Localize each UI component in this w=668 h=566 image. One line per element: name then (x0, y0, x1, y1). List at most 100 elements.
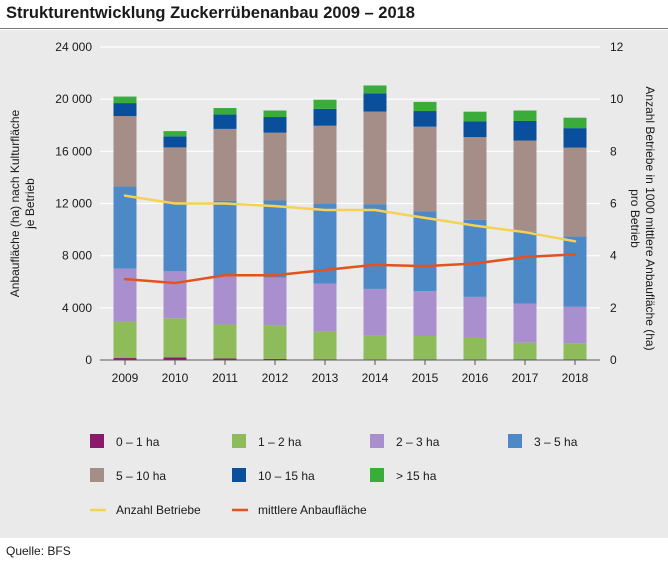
y-left-tick-label: 4 000 (62, 301, 92, 315)
y-left-tick-label: 24 000 (55, 40, 92, 54)
bar-segment (513, 231, 537, 304)
bar-segment (213, 108, 237, 115)
legend-label: Anzahl Betriebe (116, 503, 201, 517)
bar-segment (263, 358, 287, 360)
bar-segment (413, 336, 437, 360)
bar-segment (513, 303, 537, 343)
y-right-axis-label: pro Betrieb (628, 189, 642, 248)
y-right-tick-label: 8 (610, 144, 617, 158)
bar-segment (313, 283, 337, 332)
bar-segment (313, 108, 337, 126)
y-right-tick-label: 0 (610, 353, 617, 367)
bar-segment (163, 136, 187, 148)
bar-segment (213, 324, 237, 359)
series-line (123, 194, 577, 243)
bar-segment (163, 357, 187, 360)
bar-segment (413, 211, 437, 292)
bar-segment (463, 137, 487, 220)
title-divider (0, 28, 668, 29)
bar-segment (163, 131, 187, 137)
y-right-tick-label: 4 (610, 249, 617, 263)
bar-segment (313, 99, 337, 109)
bar-segment (413, 126, 437, 212)
legend-label: > 15 ha (396, 469, 437, 483)
x-tick-label: 2017 (512, 371, 539, 385)
series-line (123, 253, 577, 285)
legend-label: 2 – 3 ha (396, 435, 440, 449)
legend-label: 5 – 10 ha (116, 469, 166, 483)
legend-swatch (90, 434, 104, 448)
chart-panel: 0 4 000 8 000 12 000 16 000 20 000 24 000 0 2 4 6 8… (0, 30, 668, 538)
source-note: Quelle: BFS (6, 544, 71, 558)
legend-label: 10 – 15 ha (258, 469, 315, 483)
bar-segment (413, 111, 437, 127)
bar-segment (463, 219, 487, 297)
bar-segment (263, 325, 287, 359)
bar-segment (213, 114, 237, 129)
bar-segment (163, 318, 187, 358)
bar-segment (563, 128, 587, 148)
legend-swatch (508, 434, 522, 448)
bar-segment (163, 271, 187, 319)
legend-swatch (90, 468, 104, 482)
bar-segment (413, 291, 437, 337)
bar-segment (563, 117, 587, 129)
bar-segment (113, 116, 137, 187)
bar-segment (463, 337, 487, 360)
bar-segment (213, 128, 237, 201)
bar-segment (563, 343, 587, 360)
bar-segment (363, 93, 387, 112)
x-tick-label: 2013 (312, 371, 339, 385)
bar-segment (263, 132, 287, 201)
legend-label: 1 – 2 ha (258, 435, 302, 449)
bar-segment (363, 85, 387, 94)
legend-swatch (370, 468, 384, 482)
bar-segment (313, 204, 337, 284)
bar-segment (113, 103, 137, 117)
y-right-tick-label: 10 (610, 92, 624, 106)
bar-segment (563, 236, 587, 307)
legend-label: mittlere Anbaufläche (258, 503, 367, 517)
x-tick-label: 2009 (112, 371, 139, 385)
bar-segment (513, 120, 537, 141)
legend-swatch (232, 468, 246, 482)
y-right-tick-label: 12 (610, 40, 624, 54)
bar-segment (263, 277, 287, 326)
bar-segment (113, 321, 137, 359)
y-left-tick-label: 0 (85, 353, 92, 367)
bar-segment (463, 296, 487, 338)
bar-segment (563, 306, 587, 344)
x-tick-label: 2018 (562, 371, 589, 385)
bar-segment (163, 147, 187, 203)
bar-segment (463, 121, 487, 138)
bar-segment (263, 117, 287, 133)
bar-segment (263, 200, 287, 278)
legend-label: 3 – 5 ha (534, 435, 578, 449)
bar-segment (463, 111, 487, 122)
bar-segment (313, 125, 337, 205)
legend-swatch (232, 434, 246, 448)
chart-title: Strukturentwicklung Zuckerrübenanbau 200… (6, 4, 415, 22)
y-left-tick-label: 12 000 (55, 197, 92, 211)
legend-swatch (370, 434, 384, 448)
bar-segment (113, 96, 137, 104)
bar-segment (113, 186, 137, 269)
x-tick-label: 2011 (212, 371, 238, 385)
bar-segment (213, 358, 237, 360)
x-tick-label: 2014 (362, 371, 389, 385)
bar-segment (113, 358, 137, 360)
bar-segment (113, 268, 137, 322)
y-left-axis-label: Anbaufläche (ha) nach Kulturfläche (8, 109, 22, 297)
bar-segment (513, 110, 537, 121)
x-tick-label: 2015 (412, 371, 439, 385)
y-left-tick-label: 8 000 (62, 249, 92, 263)
x-tick-label: 2012 (262, 371, 289, 385)
bar-segment (363, 111, 387, 205)
x-tick-label: 2016 (462, 371, 489, 385)
y-right-tick-label: 6 (610, 197, 617, 211)
bar-segment (363, 335, 387, 360)
bar-segment (513, 342, 537, 360)
y-left-axis-label: je Betrieb (23, 178, 37, 230)
bar-segment (213, 200, 237, 277)
legend-label: 0 – 1 ha (116, 435, 160, 449)
